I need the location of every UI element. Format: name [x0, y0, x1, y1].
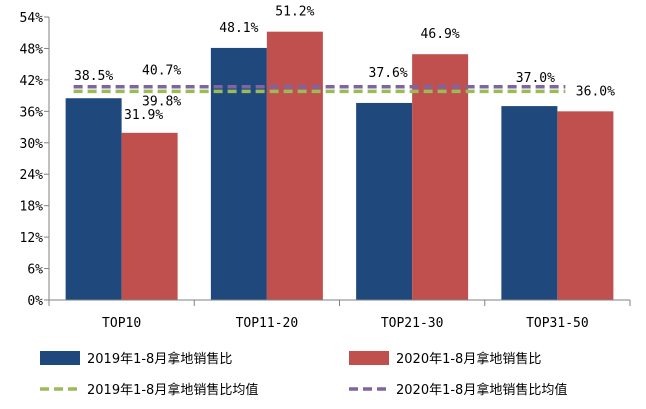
bars — [65, 31, 614, 301]
x-tick-label: TOP11-20 — [236, 316, 299, 331]
reference-line-label: 40.7% — [142, 64, 181, 79]
legend-label: 2019年1-8月拿地销售比均值 — [87, 382, 258, 398]
y-tick-label: 54% — [20, 11, 44, 26]
legend-label: 2020年1-8月拿地销售比均值 — [396, 382, 567, 398]
data-label: 51.2% — [275, 5, 314, 20]
bar-2020-top11-20 — [266, 31, 323, 301]
x-tick-label: TOP10 — [102, 316, 141, 331]
bar-2019-top21-30 — [356, 102, 413, 300]
reference-line-label: 39.8% — [142, 94, 181, 109]
y-tick-label: 24% — [20, 168, 44, 183]
legend-label: 2020年1-8月拿地销售比 — [396, 351, 541, 367]
legend-swatch — [349, 351, 389, 365]
data-label: 37.0% — [516, 71, 555, 86]
legend-label: 2019年1-8月拿地销售比 — [87, 351, 232, 367]
y-axis: 0% 6% 12% 18% 24% 30% 36% 42% 48% 54% — [20, 11, 50, 309]
data-label: 38.5% — [74, 69, 113, 84]
bar-2020-top31-50 — [557, 111, 614, 300]
bar-2020-top10 — [121, 132, 178, 300]
legend-swatch — [40, 351, 80, 365]
legend: 2019年1-8月拿地销售比 2020年1-8月拿地销售比 2019年1-8月拿地销… — [40, 351, 567, 398]
bar-2019-top10 — [65, 98, 122, 301]
data-label: 31.9% — [124, 108, 163, 123]
x-tick-label: TOP21-30 — [381, 316, 444, 331]
data-label: 36.0% — [576, 84, 615, 99]
y-tick-label: 42% — [20, 74, 44, 89]
y-tick-label: 36% — [20, 105, 44, 120]
data-labels: 38.5% 48.1% 37.6% 37.0% 31.9% 51.2% 46.9% 36.0%… — [74, 5, 615, 123]
reference-lines — [73, 84, 566, 94]
y-tick-label: 0% — [27, 294, 43, 309]
y-tick-label: 30% — [20, 137, 44, 152]
data-label: 48.1% — [219, 21, 258, 36]
y-tick-label: 18% — [20, 200, 44, 215]
y-tick-label: 12% — [20, 231, 44, 246]
y-tick-label: 48% — [20, 42, 44, 57]
y-tick-label: 6% — [27, 263, 43, 278]
data-label: 46.9% — [421, 27, 460, 42]
data-label: 37.6% — [369, 66, 408, 81]
bar-2019-top31-50 — [501, 106, 558, 300]
bar-2020-top21-30 — [412, 54, 469, 300]
x-tick-label: TOP31-50 — [526, 316, 589, 331]
x-axis: TOP10 TOP11-20 TOP21-30 TOP31-50 — [48, 299, 631, 331]
